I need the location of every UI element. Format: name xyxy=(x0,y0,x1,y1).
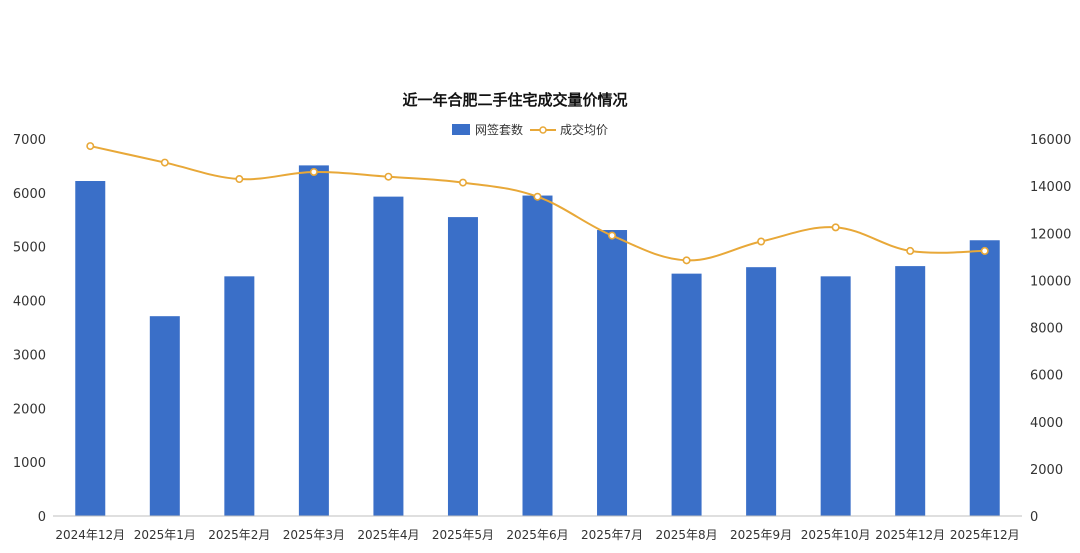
line-point xyxy=(458,178,467,187)
right-axis-tick-label: 14000 xyxy=(1030,180,1071,195)
right-axis-tick-label: 10000 xyxy=(1030,274,1071,289)
x-axis-tick-label: 2025年2月 xyxy=(208,528,270,542)
line-series xyxy=(86,142,989,265)
x-axis-tick-label: 2025年9月 xyxy=(730,528,792,542)
bar xyxy=(149,316,180,516)
right-axis-tick-label: 8000 xyxy=(1030,322,1063,337)
right-axis-tick-label: 16000 xyxy=(1030,133,1071,148)
bar xyxy=(298,165,329,516)
x-axis-tick-label: 2025年12月 xyxy=(875,528,945,542)
chart-title: 近一年合肥二手住宅成交量价情况 xyxy=(402,91,627,109)
legend-swatch-marker xyxy=(539,126,547,134)
right-axis-tick-label: 12000 xyxy=(1030,227,1071,242)
bar xyxy=(895,266,926,516)
line-point xyxy=(682,256,691,265)
left-axis-tick-label: 5000 xyxy=(13,241,46,256)
legend-label-line: 成交均价 xyxy=(560,122,608,137)
left-axis-tick-label: 3000 xyxy=(13,348,46,363)
bar xyxy=(447,217,478,517)
bar xyxy=(522,195,553,517)
line-point xyxy=(160,158,169,167)
bar xyxy=(969,240,1000,516)
x-axis-tick-label: 2025年6月 xyxy=(506,528,568,542)
left-axis-tick-label: 2000 xyxy=(13,402,46,417)
left-axis-tick-label: 0 xyxy=(38,510,46,525)
right-axis-tick-label: 2000 xyxy=(1030,463,1063,478)
bar xyxy=(224,276,255,516)
left-axis-tick-label: 4000 xyxy=(13,295,46,310)
x-axis-tick-label: 2025年8月 xyxy=(655,528,717,542)
right-axis-tick-label: 0 xyxy=(1030,510,1038,525)
left-axis-tick-label: 7000 xyxy=(13,133,46,148)
line-point xyxy=(906,246,915,255)
line-point xyxy=(309,167,318,176)
line-point xyxy=(757,237,766,246)
legend-swatch-bar xyxy=(452,124,470,135)
right-axis-ticks: 0 2000 4000 6000 8000 10000 12000 14000 16000 xyxy=(1030,133,1071,525)
left-axis-tick-label: 6000 xyxy=(13,187,46,202)
bar xyxy=(597,230,628,517)
x-axis-ticks: 2024年12月 2025年1月 2025年2月 2025年3月 2025年4月 2025… xyxy=(55,528,1019,542)
x-axis-tick-label: 2025年3月 xyxy=(283,528,345,542)
bar xyxy=(671,273,702,516)
x-axis-tick-label: 2025年5月 xyxy=(432,528,494,542)
bar-series xyxy=(75,165,1000,517)
line-point xyxy=(831,223,840,232)
left-axis-ticks: 0 1000 2000 3000 4000 5000 6000 7000 xyxy=(13,133,46,525)
left-axis-tick-label: 1000 xyxy=(13,456,46,471)
bar xyxy=(75,181,106,516)
line-point xyxy=(86,142,95,151)
line-point xyxy=(608,231,617,240)
x-axis-tick-label: 2025年4月 xyxy=(357,528,419,542)
x-axis-tick-label: 2025年7月 xyxy=(581,528,643,542)
bar xyxy=(820,276,851,516)
line-point xyxy=(384,172,393,181)
x-axis-tick-label: 2024年12月 xyxy=(55,528,125,542)
right-axis-tick-label: 4000 xyxy=(1030,416,1063,431)
x-axis-tick-label: 2025年1月 xyxy=(134,528,196,542)
x-axis-tick-label: 2025年12月 xyxy=(950,528,1020,542)
bar xyxy=(746,267,777,516)
x-axis-tick-label: 2025年10月 xyxy=(801,528,871,542)
line-point xyxy=(980,246,989,255)
legend: 网签套数 成交均价 xyxy=(452,122,608,137)
line-point xyxy=(235,175,244,184)
bar xyxy=(373,196,404,516)
legend-label-bar: 网签套数 xyxy=(475,122,523,137)
line-point xyxy=(533,192,542,201)
right-axis-tick-label: 6000 xyxy=(1030,369,1063,384)
